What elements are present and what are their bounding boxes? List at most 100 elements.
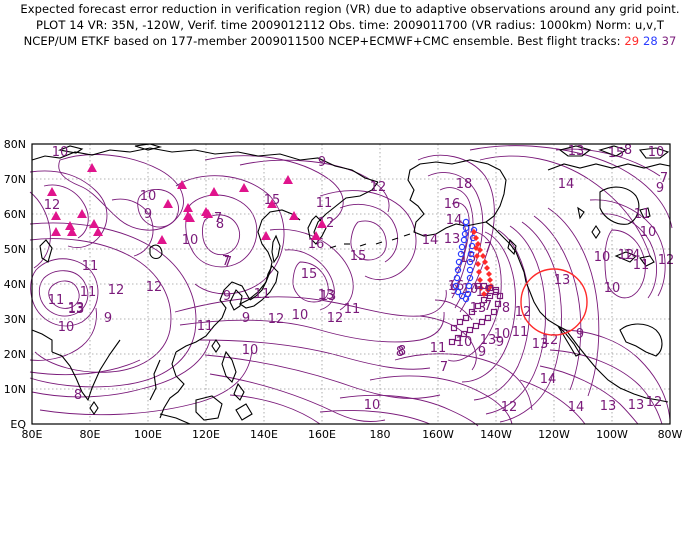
contour-label: 8 (216, 217, 224, 232)
contour-label: 12 (327, 311, 344, 326)
coastlines (31, 143, 671, 425)
contour-label: 13 (444, 232, 461, 247)
verification-region-circle (520, 268, 588, 336)
contour-label: 11 (254, 287, 271, 302)
contour-label: 14 (540, 372, 557, 387)
contour-label: 13 (554, 273, 571, 288)
contour-label: 10 (52, 145, 69, 160)
observation-triangle (317, 219, 327, 228)
contour-label: 13 (68, 301, 85, 316)
x-axis-label: 160W (422, 428, 454, 441)
contour-label: 12 (146, 280, 163, 295)
contour-label: 13 (600, 399, 617, 414)
observation-triangle (261, 231, 271, 240)
track-point-purple (480, 296, 488, 304)
track-point-purple (456, 318, 464, 326)
map-frame (31, 143, 671, 425)
contour-label: 12 (268, 312, 285, 327)
track-point-blue (460, 236, 468, 244)
observation-triangle (89, 219, 99, 228)
contour-label: 7 (224, 255, 232, 270)
y-axis-label: 10N (4, 383, 26, 396)
contour-label: 12 (108, 283, 125, 298)
observation-triangle (283, 175, 293, 184)
contour-label: 7 (484, 299, 492, 314)
observation-triangle (65, 221, 75, 230)
contour-label: 9 (576, 327, 584, 342)
contour-label: 16 (308, 237, 325, 252)
contour-label: 11 (82, 259, 99, 274)
contour-label: 11 (430, 341, 447, 356)
track-point-blue (468, 242, 476, 250)
observation-triangle (289, 211, 299, 220)
title-line-3: NCEP/UM ETKF based on 177-member 2009011… (0, 34, 700, 48)
contour-label: 8 (624, 143, 632, 158)
x-axis-label: 120W (538, 428, 570, 441)
track-point-red (477, 277, 483, 283)
y-axis-label: 80N (4, 138, 26, 151)
contour-label: 12 (618, 248, 635, 263)
track-point-red (473, 235, 479, 241)
contour-label: 10 (292, 308, 309, 323)
contour-label: 9 (104, 311, 112, 326)
track-point-purple (478, 318, 486, 326)
track-point-purple (492, 286, 500, 294)
track-point-purple (474, 302, 482, 310)
y-axis-labels: EQ 10N 20N 30N 40N 50N 60N 70N 80N (4, 138, 27, 431)
track-point-red (473, 245, 479, 251)
track-point-red (482, 259, 488, 265)
observation-triangle (77, 209, 87, 218)
contour-label: 15 (350, 249, 367, 264)
contour-label: 9 (242, 311, 250, 326)
contour-label: 10 (594, 250, 611, 265)
observation-triangle (67, 227, 77, 236)
track-point-blue (466, 266, 474, 274)
contour-label: 10 (364, 398, 381, 413)
contour-label: 9 (144, 207, 152, 222)
contour-label: 10 (242, 343, 259, 358)
contour-label: 9 (318, 155, 326, 170)
observation-triangle (93, 227, 103, 236)
contour-label: 13 (68, 302, 85, 317)
observation-triangle (157, 235, 167, 244)
observation-triangle (183, 203, 193, 212)
track-point-red (474, 253, 480, 259)
track-point-purple (484, 314, 492, 322)
contour-label: 13 (628, 398, 645, 413)
track-point-red (487, 277, 493, 283)
contour-label: 9 (656, 181, 664, 196)
track-point-blue (455, 258, 463, 266)
contour-label: 8 (74, 388, 82, 403)
contour-label: 9 (223, 289, 231, 304)
track-point-red (476, 269, 482, 275)
track-point-purple (462, 314, 470, 322)
observation-triangle (311, 231, 321, 240)
contour-label: 13 (320, 289, 337, 304)
observation-triangle (239, 183, 249, 192)
contour-label: 12 (542, 333, 559, 348)
contour-label: 10 (604, 281, 621, 296)
observation-triangle (203, 209, 213, 218)
contour-label: 9 (450, 283, 458, 298)
contour-label: 10 (140, 189, 157, 204)
x-axis-label: 120E (192, 428, 220, 441)
contour-label: 7 (440, 360, 448, 375)
contour-label: 11 (512, 325, 529, 340)
track-point-blue (458, 243, 466, 251)
x-axis-labels: 80E 80E 100E 120E 140E 160E 180 160W 140W 120W 100… (22, 428, 683, 441)
contour-label: 13 (318, 288, 335, 303)
contour-labels: 10 12 10 9 11 8 12 13 11 12 10 9 13 11 12 7 9 10 12 11 13 10 7… (44, 143, 675, 415)
track-point-blue (466, 258, 474, 266)
track-point-purple (468, 308, 476, 316)
track-point-blue (454, 266, 462, 274)
contour-label: 7 (222, 254, 230, 269)
contour-label: 9 (496, 335, 504, 350)
track-point-purple (448, 338, 456, 346)
contour-label: 15 (301, 267, 318, 282)
contour-label: 14 (422, 233, 439, 248)
observation-triangle (267, 199, 277, 208)
track-point-purple (490, 308, 498, 316)
track-point-purple (480, 282, 488, 290)
track-point-red (471, 229, 477, 235)
